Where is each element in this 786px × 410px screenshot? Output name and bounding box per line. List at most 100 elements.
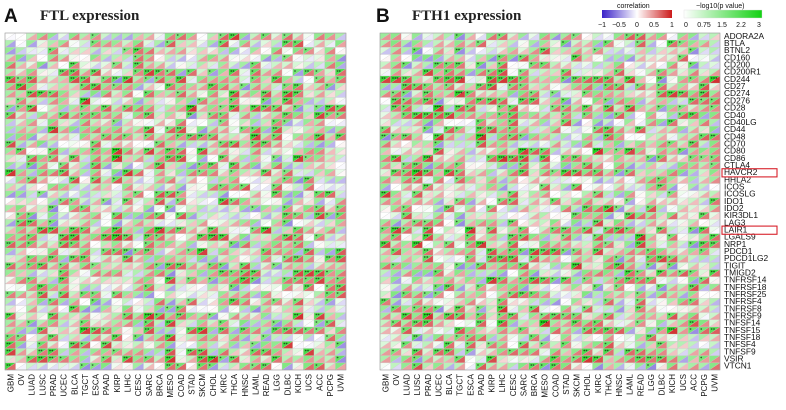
significance-mark: ** — [70, 227, 75, 233]
significance-mark: ** — [273, 327, 278, 333]
significance-mark: * — [337, 105, 340, 111]
significance-mark: * — [91, 112, 94, 118]
significance-mark: ** — [230, 105, 235, 111]
significance-mark: ** — [219, 155, 224, 161]
significance-mark: ** — [81, 76, 86, 82]
significance-mark: * — [123, 48, 126, 54]
significance-mark: *** — [498, 155, 506, 161]
significance-mark: ** — [198, 134, 203, 140]
heatmap-ftl: * * * ** * ** * * ** ** * ** ** *** * ** *** ** ** * ** ** * * *… — [4, 32, 347, 371]
significance-mark: ** — [28, 76, 33, 82]
significance-mark: ** — [445, 112, 450, 118]
significance-mark: ** — [6, 241, 11, 247]
significance-mark: ** — [283, 98, 288, 104]
significance-mark: * — [209, 134, 212, 140]
significance-mark: ** — [6, 363, 11, 369]
significance-mark: ** — [509, 76, 514, 82]
legend-p-tick: 2.2 — [736, 22, 746, 29]
significance-mark: * — [166, 127, 169, 133]
significance-mark: ** — [337, 256, 342, 262]
significance-mark: ** — [6, 349, 11, 355]
significance-mark: ** — [49, 349, 54, 355]
significance-mark: ** — [402, 84, 407, 90]
significance-mark: ** — [509, 155, 514, 161]
significance-mark: * — [209, 69, 212, 75]
significance-mark: ** — [123, 356, 128, 362]
significance-mark: * — [262, 33, 265, 39]
significance-mark: * — [315, 76, 318, 82]
significance-mark: * — [337, 76, 340, 82]
significance-mark: ** — [283, 91, 288, 97]
significance-mark: *** — [519, 148, 527, 154]
significance-mark: ** — [38, 327, 43, 333]
significance-mark: *** — [145, 313, 153, 319]
significance-mark: * — [6, 105, 9, 111]
significance-mark: ** — [315, 270, 320, 276]
significance-mark: ** — [337, 69, 342, 75]
significance-mark: ** — [636, 127, 641, 133]
significance-mark: ** — [198, 327, 203, 333]
significance-mark: * — [283, 55, 286, 61]
legend-corr-bar — [602, 10, 672, 18]
significance-mark: ** — [102, 234, 107, 240]
significance-mark: ** — [477, 127, 482, 133]
significance-mark: ** — [477, 98, 482, 104]
significance-mark: ** — [700, 84, 705, 90]
significance-mark: ** — [402, 76, 407, 82]
significance-mark: ** — [434, 76, 439, 82]
significance-mark: ** — [123, 170, 128, 176]
significance-mark: * — [17, 76, 20, 82]
significance-mark: ** — [166, 155, 171, 161]
significance-mark: ** — [273, 76, 278, 82]
significance-mark: * — [326, 112, 329, 118]
significance-mark: * — [102, 76, 105, 82]
significance-mark: ** — [38, 284, 43, 290]
significance-mark: * — [166, 41, 169, 47]
significance-mark: ** — [315, 213, 320, 219]
significance-mark: ** — [102, 342, 107, 348]
significance-mark: ** — [177, 263, 182, 269]
significance-mark: ** — [572, 170, 577, 176]
significance-mark: ** — [283, 41, 288, 47]
significance-mark: ** — [392, 170, 397, 176]
significance-mark: ** — [668, 119, 673, 125]
significance-mark: ** — [305, 177, 310, 183]
significance-mark: * — [81, 105, 84, 111]
significance-mark: * — [49, 91, 52, 97]
significance-mark: ** — [381, 134, 386, 140]
significance-mark: ** — [145, 327, 150, 333]
significance-mark: ** — [28, 91, 33, 97]
significance-mark: ** — [91, 327, 96, 333]
legend-corr-tick: −1 — [598, 22, 606, 29]
significance-mark: ** — [187, 134, 192, 140]
significance-mark: ** — [198, 148, 203, 154]
significance-mark: ** — [6, 313, 11, 319]
significance-mark: ** — [424, 112, 429, 118]
significance-mark: ** — [123, 249, 128, 255]
significance-mark: * — [326, 84, 329, 90]
significance-mark: ** — [487, 76, 492, 82]
significance-mark: ** — [198, 234, 203, 240]
significance-mark: ** — [251, 270, 256, 276]
panel-a-title: FTL expression — [40, 8, 140, 24]
significance-mark: ** — [166, 363, 171, 369]
significance-mark: ** — [59, 234, 64, 240]
significance-mark: ** — [668, 41, 673, 47]
legend-p-bar — [683, 9, 763, 19]
significance-mark: ** — [113, 227, 118, 233]
significance-mark: ** — [315, 277, 320, 283]
significance-mark: ** — [487, 98, 492, 104]
significance-mark: ** — [59, 277, 64, 283]
significance-mark: ** — [145, 127, 150, 133]
significance-mark: ** — [70, 177, 75, 183]
significance-mark: ** — [70, 69, 75, 75]
significance-mark: ** — [326, 256, 331, 262]
significance-mark: * — [273, 105, 276, 111]
significance-mark: ** — [145, 234, 150, 240]
significance-mark: ** — [413, 112, 418, 118]
significance-mark: ** — [177, 313, 182, 319]
significance-mark: ** — [91, 84, 96, 90]
significance-mark: ** — [434, 148, 439, 154]
significance-mark: ** — [113, 76, 118, 82]
significance-mark: ** — [294, 270, 299, 276]
